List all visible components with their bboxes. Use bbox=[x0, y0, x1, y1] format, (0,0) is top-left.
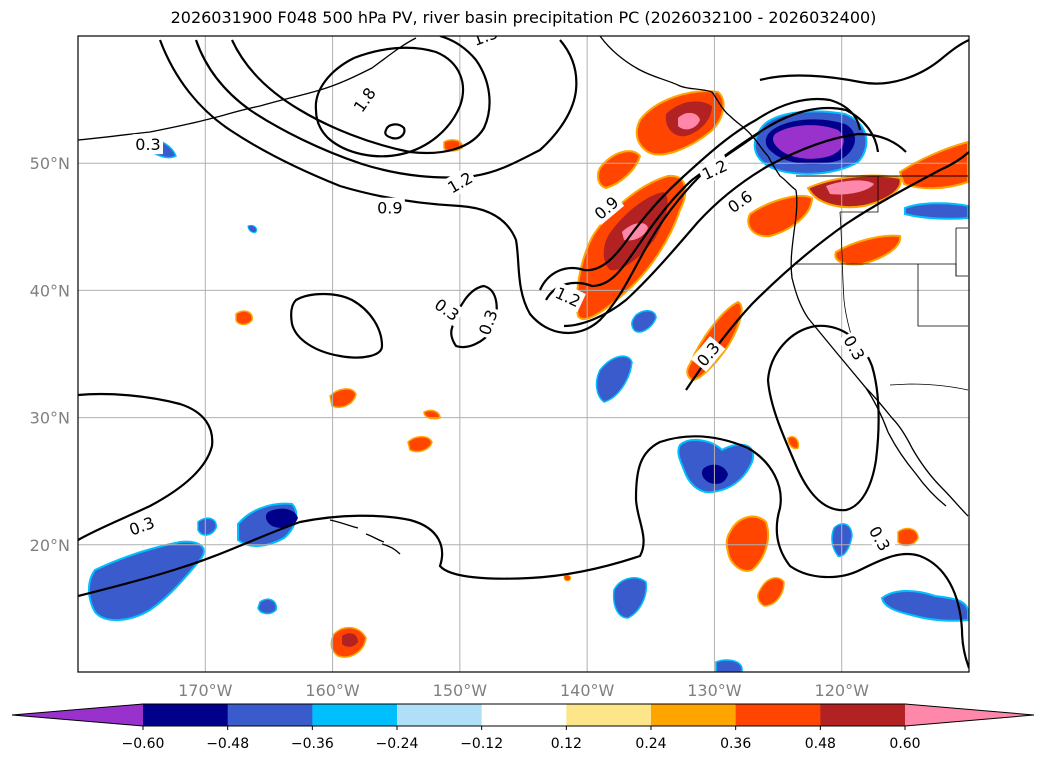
pos-anomaly-shape bbox=[757, 577, 785, 607]
longitude-tick-label: 120°W bbox=[815, 681, 870, 700]
neg-anomaly-shape bbox=[88, 540, 205, 622]
longitude-tick-label: 130°W bbox=[687, 681, 742, 700]
pos-anomaly-shape bbox=[329, 388, 357, 408]
pv-contour-1.5 bbox=[231, 36, 491, 155]
colorbar-tick-label: −0.48 bbox=[206, 736, 249, 752]
pos-anomaly-shape bbox=[787, 436, 800, 450]
contour-label: 0.3 bbox=[133, 134, 164, 155]
pv-contour-0.3-east bbox=[685, 151, 969, 391]
neg-anomaly-shape bbox=[715, 659, 743, 672]
latitude-tick-label: 50°N bbox=[30, 154, 70, 173]
colorbar-segment bbox=[566, 704, 652, 726]
contour-label-text: 0.3 bbox=[969, 46, 994, 65]
neg-anomaly-shape bbox=[257, 598, 277, 615]
colorbar: −0.60 −0.48 −0.36 −0.24 −0.12 0.12 0.24 0.36 0.4… bbox=[11, 703, 1035, 752]
neg-anomaly-shape bbox=[612, 577, 648, 619]
axis-labels: 170°W 160°W 150°W 140°W 130°W 120°W 50°N 40°N 30… bbox=[30, 154, 869, 700]
pos-anomaly-shape bbox=[407, 436, 433, 453]
contour-label-text: 0.9 bbox=[377, 199, 402, 218]
colorbar-extend-min bbox=[12, 704, 143, 726]
pos-anomaly-core bbox=[342, 633, 358, 647]
colorbar-segment bbox=[397, 704, 483, 726]
pv-contour-small-loop bbox=[384, 123, 406, 140]
us-west-coastline bbox=[790, 189, 969, 517]
state-border bbox=[840, 176, 879, 213]
mexico-border bbox=[889, 383, 969, 391]
contour-label-text: 0.3 bbox=[135, 135, 160, 154]
neg-anomaly-core bbox=[265, 508, 298, 528]
neg-anomaly-shape bbox=[880, 590, 969, 622]
colorbar-tick-label: 0.12 bbox=[551, 736, 582, 752]
pos-anomaly-center bbox=[678, 112, 700, 130]
pv-contour-1.2-trough bbox=[538, 97, 862, 291]
neg-anomaly-shape bbox=[631, 310, 657, 333]
pv-contour-0.3 bbox=[78, 392, 214, 541]
contour-label: 0.9 bbox=[374, 197, 405, 218]
neg-anomaly-shape bbox=[595, 355, 633, 403]
colorbar-segment bbox=[227, 704, 313, 726]
pv-contour-0.3-upper bbox=[759, 38, 969, 85]
pv-contour-1.8 bbox=[314, 46, 465, 158]
pv-contour-lines bbox=[78, 36, 969, 669]
colorbar-tick-label: 0.24 bbox=[635, 736, 666, 752]
longitude-tick-label: 170°W bbox=[178, 681, 233, 700]
contour-label: 0.3 bbox=[966, 45, 994, 66]
pos-anomaly-shape bbox=[597, 150, 642, 190]
aleutian-islands bbox=[78, 37, 417, 141]
pv-contour-0.3 bbox=[78, 435, 969, 669]
neg-anomaly-shape bbox=[197, 517, 217, 536]
pos-anomaly-center bbox=[826, 180, 874, 195]
pos-anomaly-shape bbox=[725, 515, 770, 572]
state-border bbox=[917, 264, 968, 327]
hawaii-islands bbox=[329, 519, 401, 555]
pos-anomaly-shape bbox=[563, 574, 571, 582]
longitude-tick-label: 160°W bbox=[305, 681, 360, 700]
pv-contour-0.3-loop bbox=[290, 292, 384, 359]
bc-coastline bbox=[767, 155, 797, 191]
pos-anomaly-shape bbox=[898, 140, 969, 190]
colorbar-segment bbox=[735, 704, 821, 726]
colorbar-tick-label: 0.36 bbox=[720, 736, 751, 752]
colorbar-segment bbox=[481, 704, 567, 726]
state-border bbox=[955, 227, 968, 276]
colorbar-tick-label: 0.48 bbox=[805, 736, 836, 752]
colorbar-segment bbox=[312, 704, 398, 726]
pv-contour-0.9-trough bbox=[545, 106, 880, 301]
pv-contour-0.3-loop-east bbox=[766, 324, 880, 512]
map-frame bbox=[77, 35, 970, 673]
latitude-tick-label: 40°N bbox=[30, 281, 70, 300]
pos-anomaly-center bbox=[622, 223, 648, 241]
pv-contour-0.6 bbox=[563, 132, 907, 328]
pv-contour-0.9 bbox=[158, 39, 761, 334]
longitude-tick-label: 140°W bbox=[560, 681, 615, 700]
colorbar-segment bbox=[143, 704, 229, 726]
colorbar-tick-label: −0.60 bbox=[122, 736, 165, 752]
neg-anomaly-shape bbox=[247, 225, 257, 233]
colorbar-segment bbox=[651, 704, 737, 726]
neg-anomaly-core bbox=[701, 464, 728, 484]
colorbar-tick-label: −0.24 bbox=[376, 736, 419, 752]
neg-anomaly-center bbox=[773, 125, 844, 159]
colorbar-extend-max bbox=[905, 704, 1034, 726]
colorbar-tick-label: −0.36 bbox=[291, 736, 334, 752]
negative-precipitation-anomalies bbox=[88, 110, 969, 672]
latitude-tick-label: 30°N bbox=[30, 409, 70, 428]
latitude-tick-label: 20°N bbox=[30, 536, 70, 555]
map-content: 1.81.51.20.90.30.3 0.30.30.91.20.61.20.30… bbox=[78, 36, 994, 672]
figure-title: 2026031900 F048 500 hPa PV, river basin … bbox=[170, 8, 877, 27]
neg-anomaly-shape bbox=[904, 202, 969, 220]
colorbar-segment bbox=[820, 704, 906, 726]
colorbar-tick-label: −0.12 bbox=[460, 736, 503, 752]
colorbar-tick-label: 0.60 bbox=[889, 736, 920, 752]
longitude-tick-label: 150°W bbox=[433, 681, 488, 700]
pos-anomaly-shape bbox=[897, 527, 919, 547]
pos-anomaly-shape bbox=[235, 310, 253, 326]
